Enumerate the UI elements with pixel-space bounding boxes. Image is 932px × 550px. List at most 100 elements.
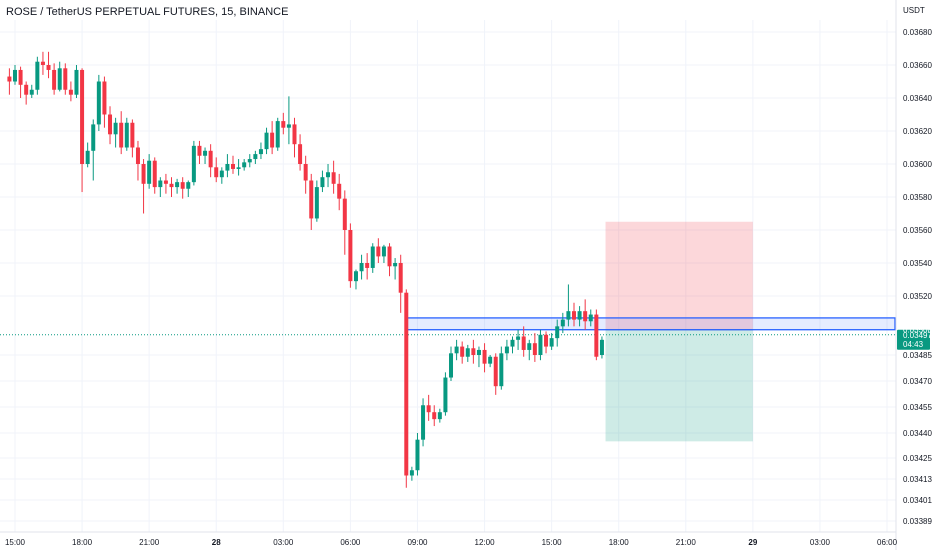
candle-body[interactable] xyxy=(24,84,29,95)
candle-body[interactable] xyxy=(292,124,297,145)
candle-body[interactable] xyxy=(482,349,487,364)
candle-body[interactable] xyxy=(437,412,442,420)
candle-body[interactable] xyxy=(191,145,196,183)
candle-body[interactable] xyxy=(286,124,291,128)
candle-body[interactable] xyxy=(208,150,213,168)
candle-body[interactable] xyxy=(381,246,386,257)
candle-body[interactable] xyxy=(298,144,303,164)
candle-body[interactable] xyxy=(555,326,560,339)
candle-body[interactable] xyxy=(337,183,342,199)
candle-body[interactable] xyxy=(471,348,476,355)
candle-body[interactable] xyxy=(577,311,582,320)
candle-body[interactable] xyxy=(147,160,152,184)
candle-body[interactable] xyxy=(449,353,454,378)
candle-body[interactable] xyxy=(242,162,247,168)
candle-body[interactable] xyxy=(141,164,146,184)
candle-body[interactable] xyxy=(203,150,208,156)
candle-body[interactable] xyxy=(85,150,90,164)
candle-body[interactable] xyxy=(46,65,51,70)
candle-body[interactable] xyxy=(588,314,593,322)
candle-body[interactable] xyxy=(443,377,448,413)
candle-body[interactable] xyxy=(186,182,191,189)
candle-body[interactable] xyxy=(219,170,224,178)
candle-body[interactable] xyxy=(359,263,364,272)
candle-body[interactable] xyxy=(57,68,62,90)
candle-body[interactable] xyxy=(35,61,40,90)
candle-body[interactable] xyxy=(270,132,275,148)
candle-body[interactable] xyxy=(393,263,398,267)
candle-body[interactable] xyxy=(12,69,17,82)
candle-body[interactable] xyxy=(376,246,381,257)
candle-body[interactable] xyxy=(253,154,258,160)
candle-body[interactable] xyxy=(309,180,314,219)
candle-body[interactable] xyxy=(74,69,79,95)
candle-body[interactable] xyxy=(421,405,426,440)
candle-body[interactable] xyxy=(258,149,263,155)
candle-body[interactable] xyxy=(175,182,180,188)
candle-body[interactable] xyxy=(465,348,470,357)
candle-body[interactable] xyxy=(326,172,331,178)
candle-body[interactable] xyxy=(169,183,174,188)
candle-body[interactable] xyxy=(348,230,353,282)
candle-body[interactable] xyxy=(476,349,481,355)
candle-body[interactable] xyxy=(566,311,571,320)
candle-body[interactable] xyxy=(398,263,403,293)
candle-body[interactable] xyxy=(281,121,286,128)
candle-body[interactable] xyxy=(527,343,532,350)
candle-body[interactable] xyxy=(488,356,493,364)
candle-body[interactable] xyxy=(80,69,85,164)
candle-body[interactable] xyxy=(549,338,554,347)
candle-body[interactable] xyxy=(560,319,565,327)
candle-body[interactable] xyxy=(91,124,96,151)
candle-body[interactable] xyxy=(135,147,140,165)
candle-body[interactable] xyxy=(320,177,325,188)
candle-body[interactable] xyxy=(493,356,498,387)
candle-body[interactable] xyxy=(314,187,319,219)
candle-body[interactable] xyxy=(18,69,23,85)
candle-body[interactable] xyxy=(197,145,202,156)
candle-body[interactable] xyxy=(108,114,113,135)
candle-body[interactable] xyxy=(594,314,599,357)
candle-body[interactable] xyxy=(454,346,459,354)
candle-body[interactable] xyxy=(130,122,135,148)
candle-body[interactable] xyxy=(152,160,157,188)
candle-body[interactable] xyxy=(303,164,308,181)
candle-body[interactable] xyxy=(63,68,68,90)
candle-body[interactable] xyxy=(236,167,241,169)
candle-body[interactable] xyxy=(415,439,420,471)
candle-body[interactable] xyxy=(214,167,219,178)
candle-body[interactable] xyxy=(29,89,34,95)
candle-body[interactable] xyxy=(510,339,515,347)
candle-body[interactable] xyxy=(409,470,414,476)
candle-body[interactable] xyxy=(387,246,392,267)
candle-body[interactable] xyxy=(499,353,504,387)
candle-body[interactable] xyxy=(52,69,57,90)
candle-body[interactable] xyxy=(113,122,118,135)
candle-body[interactable] xyxy=(231,164,235,169)
candle-body[interactable] xyxy=(163,180,168,184)
candle-body[interactable] xyxy=(538,334,543,355)
candle-body[interactable] xyxy=(544,334,549,347)
candle-body[interactable] xyxy=(404,292,409,476)
take-profit-zone[interactable] xyxy=(605,329,753,442)
candle-body[interactable] xyxy=(583,311,588,322)
candle-body[interactable] xyxy=(102,81,107,115)
candle-body[interactable] xyxy=(516,336,521,340)
candle-body[interactable] xyxy=(96,81,101,125)
candle-body[interactable] xyxy=(432,412,437,420)
candle-body[interactable] xyxy=(353,271,358,282)
candle-body[interactable] xyxy=(599,339,604,355)
candle-body[interactable] xyxy=(365,263,370,268)
candle-body[interactable] xyxy=(225,164,230,171)
candle-body[interactable] xyxy=(124,122,129,148)
candle-body[interactable] xyxy=(119,122,124,148)
candle-body[interactable] xyxy=(247,159,252,163)
candle-body[interactable] xyxy=(264,132,269,150)
support-zone-rectangle[interactable] xyxy=(405,317,896,331)
candle-body[interactable] xyxy=(275,121,280,148)
candle-body[interactable] xyxy=(331,172,336,184)
candle-body[interactable] xyxy=(342,198,347,230)
stop-loss-zone[interactable] xyxy=(605,221,753,330)
candle-body[interactable] xyxy=(521,336,526,350)
